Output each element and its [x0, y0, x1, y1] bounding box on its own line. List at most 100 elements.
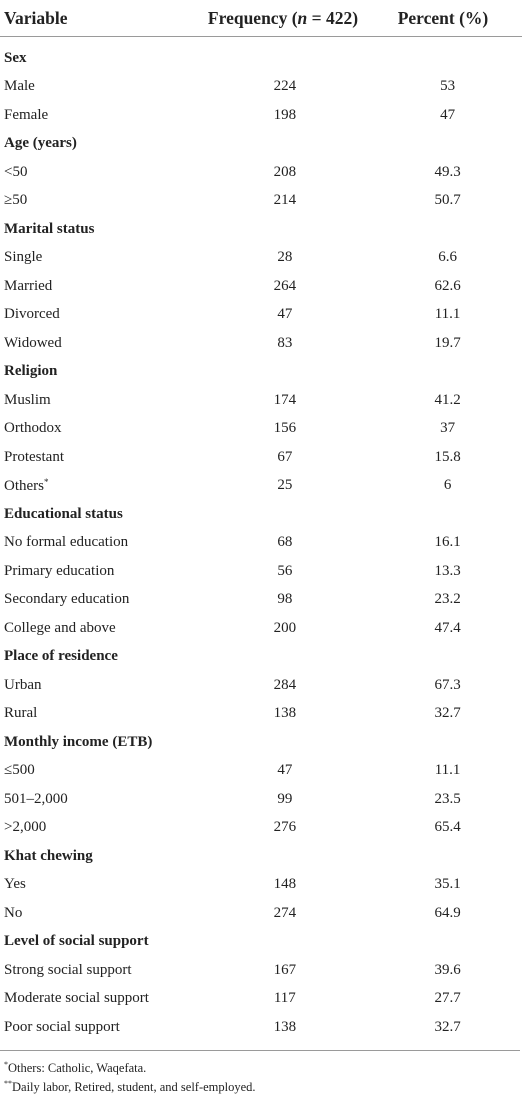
row-frequency: 200 [273, 619, 297, 636]
row-variable-cell: Divorced [0, 306, 200, 323]
group-heading: Monthly income (ETB) [0, 728, 522, 757]
table-row: Moderate social support 117 27.7 [0, 985, 522, 1014]
row-label: Others [4, 477, 44, 494]
footnote-1: *Others: Catholic, Waqefata. [4, 1059, 522, 1078]
table-row: Yes 148 35.1 [0, 871, 522, 900]
group-heading: Level of social support [0, 928, 522, 957]
group-heading-label: Religion [4, 363, 58, 380]
table-row: Rural 138 32.7 [0, 700, 522, 729]
row-frequency: 47 [277, 762, 293, 779]
row-variable-cell: >2,000 [0, 819, 200, 836]
row-percent: 47 [440, 106, 456, 123]
table-row: Secondary education 98 23.2 [0, 586, 522, 615]
row-variable-cell: Rural [0, 705, 200, 722]
row-label: Widowed [4, 334, 62, 351]
group-heading: Khat chewing [0, 842, 522, 871]
row-percent: 39.6 [434, 961, 461, 978]
row-label: Yes [4, 876, 26, 893]
row-frequency: 117 [273, 990, 296, 1007]
row-percent: 65.4 [434, 819, 461, 836]
row-variable-cell: Strong social support [0, 962, 200, 979]
footnote-2-mark: ** [4, 1078, 12, 1088]
group-heading-label: Level of social support [4, 933, 149, 950]
table-row: 501–2,000 99 23.5 [0, 785, 522, 814]
table-row: Urban 284 67.3 [0, 671, 522, 700]
table-row: Primary education 56 13.3 [0, 557, 522, 586]
row-label: Strong social support [4, 961, 132, 978]
row-variable-cell: <50 [0, 164, 200, 181]
row-percent: 23.2 [434, 591, 461, 608]
table-row: Strong social support 167 39.6 [0, 956, 522, 985]
row-percent: 11.1 [434, 306, 461, 323]
row-percent: 62.6 [434, 277, 461, 294]
table-row: >2,000 276 65.4 [0, 814, 522, 843]
row-label: College and above [4, 619, 116, 636]
header-variable: Variable [4, 7, 68, 28]
group-heading-label: Marital status [4, 220, 95, 237]
row-variable-cell: Widowed [0, 335, 200, 352]
row-variable-cell: Muslim [0, 392, 200, 409]
row-label: Rural [4, 705, 38, 722]
row-percent: 47.4 [434, 619, 461, 636]
row-frequency: 138 [273, 1018, 297, 1035]
row-frequency: 148 [273, 876, 297, 893]
header-frequency-n: n [297, 7, 308, 28]
row-label: >2,000 [4, 819, 47, 836]
row-percent: 35.1 [434, 876, 461, 893]
row-variable-cell: Secondary education [0, 591, 200, 608]
row-percent: 53 [440, 78, 456, 95]
row-variable-cell: Male [0, 78, 200, 95]
row-label: No formal education [4, 534, 129, 551]
row-percent: 32.7 [434, 705, 461, 722]
row-label: Poor social support [4, 1018, 120, 1035]
row-frequency: 83 [277, 334, 293, 351]
row-variable-cell: Married [0, 278, 200, 295]
table-row: Divorced 47 11.1 [0, 301, 522, 330]
table-row: College and above 200 47.4 [0, 614, 522, 643]
row-frequency: 68 [277, 534, 293, 551]
row-percent: 6.6 [438, 249, 457, 266]
table-row: No formal education 68 16.1 [0, 529, 522, 558]
row-variable-cell: ≤500 [0, 762, 200, 779]
row-variable-cell: Moderate social support [0, 990, 200, 1007]
row-variable-cell: College and above [0, 620, 200, 637]
row-percent: 67.3 [434, 676, 461, 693]
table-row: No 274 64.9 [0, 899, 522, 928]
footnote-2: **Daily labor, Retired, student, and sel… [4, 1078, 522, 1097]
header-percent: Percent (%) [397, 7, 489, 28]
row-variable-cell: Urban [0, 677, 200, 694]
row-label: No [4, 904, 23, 921]
row-label: ≤500 [4, 762, 35, 779]
row-label: Muslim [4, 391, 51, 408]
table-row: <50 208 49.3 [0, 158, 522, 187]
row-frequency: 174 [273, 391, 297, 408]
table-row: Married 264 62.6 [0, 272, 522, 301]
row-percent: 50.7 [434, 192, 461, 209]
row-label: Moderate social support [4, 990, 149, 1007]
row-label: Female [4, 106, 49, 123]
row-frequency: 56 [277, 562, 293, 579]
group-heading: Place of residence [0, 643, 522, 672]
header-frequency-suffix: = 422) [307, 7, 359, 28]
row-variable-cell: ≥50 [0, 192, 200, 209]
row-frequency: 156 [273, 420, 297, 437]
row-variable-cell: Poor social support [0, 1019, 200, 1036]
row-label: Urban [4, 676, 42, 693]
row-label: Primary education [4, 562, 115, 579]
row-percent: 37 [440, 420, 456, 437]
group-heading-label: Khat chewing [4, 847, 93, 864]
row-percent: 49.3 [434, 163, 461, 180]
row-label: 501–2,000 [4, 790, 68, 807]
row-frequency: 214 [273, 192, 297, 209]
row-label: Secondary education [4, 591, 130, 608]
group-heading-label: Place of residence [4, 648, 118, 665]
row-frequency: 47 [277, 306, 293, 323]
row-frequency: 198 [273, 106, 297, 123]
row-frequency: 25 [277, 477, 293, 494]
row-variable-cell: Primary education [0, 563, 200, 580]
table-row: ≤500 47 11.1 [0, 757, 522, 786]
row-label: Divorced [4, 306, 60, 323]
row-percent: 15.8 [434, 448, 461, 465]
table-row: Male 224 53 [0, 73, 522, 102]
